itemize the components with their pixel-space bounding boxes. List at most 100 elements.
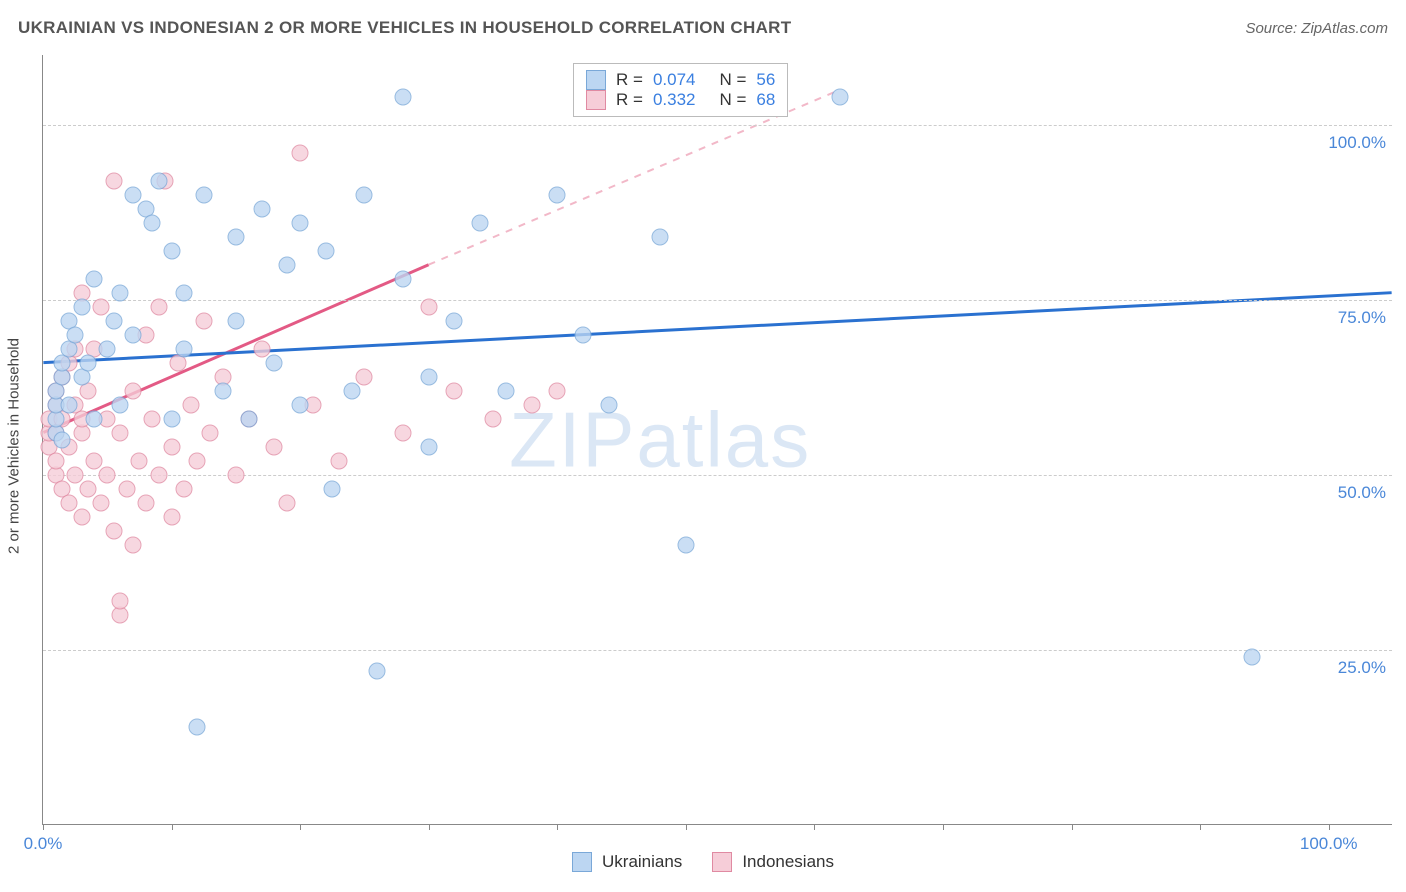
scatter-point [240,411,257,428]
scatter-point [446,313,463,330]
scatter-point [677,537,694,554]
scatter-point [330,453,347,470]
scatter-point [600,397,617,414]
legend-r-label: R = [616,90,643,110]
scatter-point [47,453,64,470]
scatter-point [446,383,463,400]
scatter-point [86,453,103,470]
scatter-point [163,411,180,428]
scatter-point [279,495,296,512]
x-tick [557,824,558,830]
scatter-point [144,411,161,428]
scatter-point [266,355,283,372]
scatter-point [176,341,193,358]
bottom-legend-item: Indonesians [712,852,834,872]
legend-n-label: N = [719,70,746,90]
scatter-point [112,425,129,442]
scatter-point [125,327,142,344]
scatter-point [131,453,148,470]
scatter-point [395,271,412,288]
scatter-point [195,187,212,204]
x-tick-label: 0.0% [24,834,63,854]
scatter-point [99,467,116,484]
scatter-point [1243,649,1260,666]
scatter-point [420,299,437,316]
scatter-point [176,285,193,302]
source-attribution: Source: ZipAtlas.com [1245,20,1388,37]
scatter-point [292,215,309,232]
scatter-point [125,537,142,554]
scatter-point [266,439,283,456]
legend-row: R = 0.332 N = 68 [586,90,775,110]
scatter-point [150,299,167,316]
y-tick-label: 75.0% [1338,308,1386,328]
scatter-point [253,341,270,358]
scatter-point [80,481,97,498]
bottom-legend-item: Ukrainians [572,852,682,872]
watermark-atlas: atlas [636,396,811,484]
scatter-point [202,425,219,442]
scatter-point [279,257,296,274]
x-tick [429,824,430,830]
scatter-point [215,383,232,400]
scatter-point [652,229,669,246]
watermark: ZIPatlas [509,395,811,486]
scatter-point [420,369,437,386]
scatter-point [369,663,386,680]
series-name: Ukrainians [602,852,682,872]
x-tick [943,824,944,830]
x-tick-label: 100.0% [1300,834,1358,854]
scatter-point [67,327,84,344]
scatter-point [80,355,97,372]
scatter-point [92,495,109,512]
scatter-point [92,299,109,316]
legend-r-value: 0.332 [653,90,696,110]
scatter-point [144,215,161,232]
x-tick [814,824,815,830]
scatter-point [112,593,129,610]
scatter-point [549,383,566,400]
scatter-point [60,397,77,414]
scatter-point [60,495,77,512]
x-tick [1072,824,1073,830]
scatter-point [67,467,84,484]
scatter-point [125,187,142,204]
scatter-point [227,313,244,330]
scatter-point [105,523,122,540]
x-tick [300,824,301,830]
scatter-plot-area: ZIPatlas R = 0.074N = 56R = 0.332N = 68 … [42,55,1392,825]
scatter-point [150,173,167,190]
scatter-point [523,397,540,414]
y-tick-label: 25.0% [1338,658,1386,678]
x-tick [43,824,44,830]
scatter-point [73,509,90,526]
gridline-h [43,650,1392,651]
series-legend: Ukrainians Indonesians [572,852,834,872]
legend-row: R = 0.074N = 56 [586,70,775,90]
scatter-point [227,467,244,484]
x-tick [686,824,687,830]
scatter-point [317,243,334,260]
x-tick [1329,824,1330,830]
scatter-point [125,383,142,400]
scatter-point [86,271,103,288]
legend-swatch [586,90,606,110]
scatter-point [54,432,71,449]
scatter-point [324,481,341,498]
legend-r-value: 0.074 [653,70,696,90]
scatter-point [472,215,489,232]
scatter-point [73,299,90,316]
scatter-point [176,481,193,498]
scatter-point [150,467,167,484]
y-tick-label: 100.0% [1328,133,1386,153]
scatter-point [182,397,199,414]
legend-swatch [712,852,732,872]
legend-n-label: N = [719,90,746,110]
scatter-point [189,453,206,470]
legend-n-value: 68 [756,90,775,110]
chart-header: UKRAINIAN VS INDONESIAN 2 OR MORE VEHICL… [18,18,1388,38]
x-tick [172,824,173,830]
scatter-point [137,495,154,512]
x-tick [1200,824,1201,830]
scatter-point [86,411,103,428]
